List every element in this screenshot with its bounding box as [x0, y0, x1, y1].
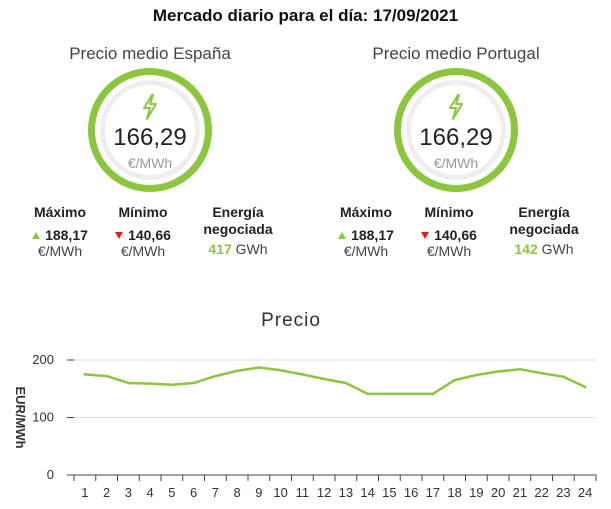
max-unit: €/MWh — [37, 243, 83, 259]
x-tick-label: 22 — [534, 485, 548, 500]
x-tick-label: 23 — [556, 485, 570, 500]
data-point — [518, 368, 522, 371]
y-axis-label: EUR/MWh — [13, 386, 28, 448]
energy-stat: Energía negociada 417 GWh — [190, 204, 286, 257]
energy-unit: GWh — [235, 241, 268, 257]
min-value: 140,66 — [434, 227, 477, 243]
data-point — [409, 392, 413, 396]
data-point — [583, 385, 587, 389]
x-tick-label: 10 — [273, 485, 287, 500]
data-point — [170, 383, 174, 386]
x-tick-label: 18 — [447, 485, 461, 500]
min-stat: Mínimo 140,66 €/MWh — [108, 204, 178, 259]
energy-unit: GWh — [541, 241, 574, 257]
data-point — [562, 375, 565, 378]
x-tick-label: 15 — [382, 485, 396, 500]
energy-label: Energía negociada — [509, 204, 579, 237]
min-label: Mínimo — [118, 204, 168, 220]
data-point — [344, 381, 348, 385]
data-point — [192, 381, 195, 385]
data-point — [257, 366, 261, 369]
panel-title: Precio medio España — [69, 44, 231, 63]
page-title: Mercado diario para el día: 17/09/2021 — [152, 6, 459, 25]
x-tick-label: 13 — [339, 485, 353, 500]
data-point — [83, 373, 87, 376]
x-tick-label: 12 — [317, 485, 331, 500]
min-unit: €/MWh — [120, 243, 166, 259]
data-point — [127, 381, 130, 385]
max-stat: Máximo 188,17 €/MWh — [332, 204, 400, 259]
y-tick-label: 0 — [47, 467, 54, 482]
min-unit: €/MWh — [426, 243, 472, 259]
price-gauge-ring — [394, 68, 518, 192]
x-tick-label: 24 — [578, 485, 592, 500]
data-point — [388, 392, 391, 396]
data-point — [453, 378, 456, 382]
average-price-unit: €/MWh — [433, 155, 479, 171]
energy-value: 417 — [208, 241, 232, 257]
data-point — [301, 373, 304, 376]
lightning-bolt-icon — [306, 94, 606, 125]
max-stat: Máximo 188,17 €/MWh — [26, 204, 94, 259]
panel-title: Precio medio Portugal — [372, 44, 540, 63]
x-tick-label: 1 — [81, 485, 88, 500]
data-point — [431, 392, 435, 396]
x-tick-label: 4 — [147, 485, 154, 500]
data-point — [322, 377, 326, 381]
x-tick-label: 20 — [491, 485, 505, 500]
average-price-value: 166,29 — [419, 124, 493, 151]
x-tick-label: 14 — [360, 485, 374, 500]
data-point — [214, 374, 217, 378]
y-tick-label: 100 — [32, 410, 54, 425]
price-gauge-ring — [88, 68, 212, 192]
x-tick-label: 6 — [190, 485, 197, 500]
average-price-value: 166,29 — [113, 124, 187, 151]
triangle-up-icon — [338, 232, 347, 239]
triangle-down-icon — [115, 232, 124, 239]
x-tick-label: 7 — [212, 485, 219, 500]
data-point — [148, 382, 152, 385]
data-point — [496, 370, 500, 373]
max-label: Máximo — [339, 204, 393, 220]
energy-value: 142 — [514, 241, 538, 257]
data-point — [105, 374, 108, 378]
energy-label: Energía negociada — [203, 204, 273, 237]
x-tick-label: 9 — [255, 485, 262, 500]
x-tick-label: 8 — [234, 485, 241, 500]
x-tick-label: 19 — [469, 485, 483, 500]
panel-portugal: Precio medio Portugal 166,29 €/MWh Máxim… — [306, 44, 606, 274]
x-tick-label: 16 — [404, 485, 418, 500]
lightning-bolt-icon — [0, 94, 300, 125]
data-point — [366, 392, 369, 396]
data-point — [279, 369, 282, 372]
min-label: Mínimo — [424, 204, 474, 220]
min-stat: Mínimo 140,66 €/MWh — [414, 204, 484, 259]
x-tick-label: 3 — [125, 485, 132, 500]
x-tick-label: 21 — [513, 485, 527, 500]
data-point — [540, 372, 543, 375]
data-point — [475, 373, 478, 377]
x-tick-label: 5 — [168, 485, 175, 500]
panel-spain: Precio medio España 166,29 €/MWh Máximo … — [0, 44, 300, 274]
max-unit: €/MWh — [343, 243, 389, 259]
max-label: Máximo — [33, 204, 87, 220]
max-value: 188,17 — [45, 227, 88, 243]
series-line — [83, 366, 587, 396]
x-tick-label: 17 — [426, 485, 440, 500]
max-value: 188,17 — [351, 227, 394, 243]
chart-title: Precio — [261, 310, 321, 331]
x-tick-label: 11 — [296, 485, 310, 500]
y-tick-label: 200 — [32, 352, 54, 367]
average-price-unit: €/MWh — [127, 155, 173, 171]
triangle-up-icon — [32, 232, 41, 239]
energy-stat: Energía negociada 142 GWh — [496, 204, 592, 257]
min-value: 140,66 — [128, 227, 171, 243]
data-point — [235, 369, 239, 373]
x-tick-label: 2 — [103, 485, 110, 500]
triangle-down-icon — [421, 232, 430, 239]
